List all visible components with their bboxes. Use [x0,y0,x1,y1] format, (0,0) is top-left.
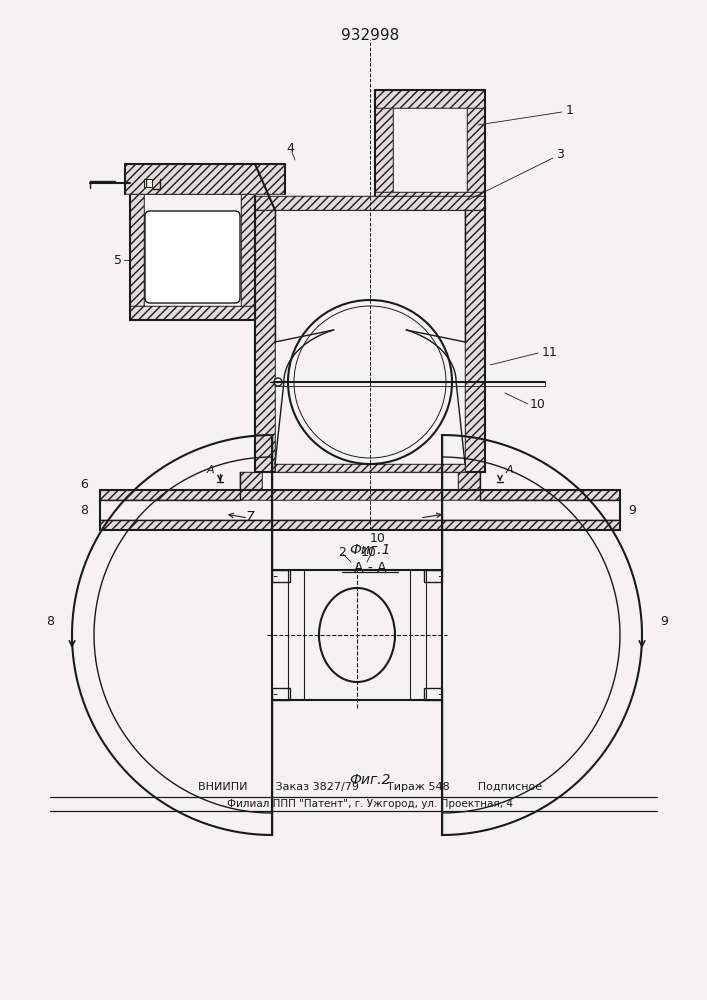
Bar [375,90,485,210]
Circle shape [274,378,282,386]
Polygon shape [100,520,620,530]
Text: ВНИИПИ        Заказ 3827/79        Тираж 548        Подписное: ВНИИПИ Заказ 3827/79 Тираж 548 Подписное [198,782,542,792]
Polygon shape [375,90,393,210]
Polygon shape [255,196,485,210]
Polygon shape [458,472,480,490]
Polygon shape [375,192,485,210]
Polygon shape [241,180,255,320]
Text: А: А [506,465,513,475]
Bar [255,210,485,472]
Polygon shape [255,210,275,472]
Text: 2: 2 [338,546,346,558]
Text: 9: 9 [660,615,668,628]
Polygon shape [130,180,144,320]
Polygon shape [375,90,485,108]
Bar [272,570,442,700]
Bar [144,179,152,187]
Text: 10: 10 [370,532,386,544]
Text: 8: 8 [80,504,88,516]
Text: 11: 11 [542,346,558,359]
Polygon shape [100,490,620,500]
Text: 10: 10 [361,546,377,558]
Text: А: А [206,465,214,475]
Polygon shape [275,464,465,472]
Text: 4: 4 [286,141,294,154]
FancyBboxPatch shape [145,211,240,303]
Bar [424,570,442,582]
Text: A - A: A - A [354,561,386,575]
Polygon shape [130,180,255,194]
Text: 5: 5 [114,253,122,266]
Text: Филиал ППП "Патент", г. Ужгород, ул. Проектная, 4: Филиал ППП "Патент", г. Ужгород, ул. Про… [227,799,513,809]
Text: 6: 6 [80,478,88,490]
Polygon shape [125,164,285,194]
Bar [272,688,290,700]
Polygon shape [130,306,255,320]
Polygon shape [467,90,485,210]
Text: Фиг.2: Фиг.2 [349,773,391,787]
Bar [424,688,442,700]
Text: 1: 1 [566,104,574,116]
Text: 7: 7 [245,510,255,524]
Text: 8: 8 [46,615,54,628]
Text: 3: 3 [556,148,564,161]
Polygon shape [240,472,262,490]
Text: 9: 9 [628,504,636,516]
Text: 10: 10 [530,398,546,412]
Text: 932998: 932998 [341,27,399,42]
Text: Фиг.1: Фиг.1 [349,543,391,557]
Bar [130,180,255,320]
Bar [272,570,290,582]
Polygon shape [465,210,485,472]
